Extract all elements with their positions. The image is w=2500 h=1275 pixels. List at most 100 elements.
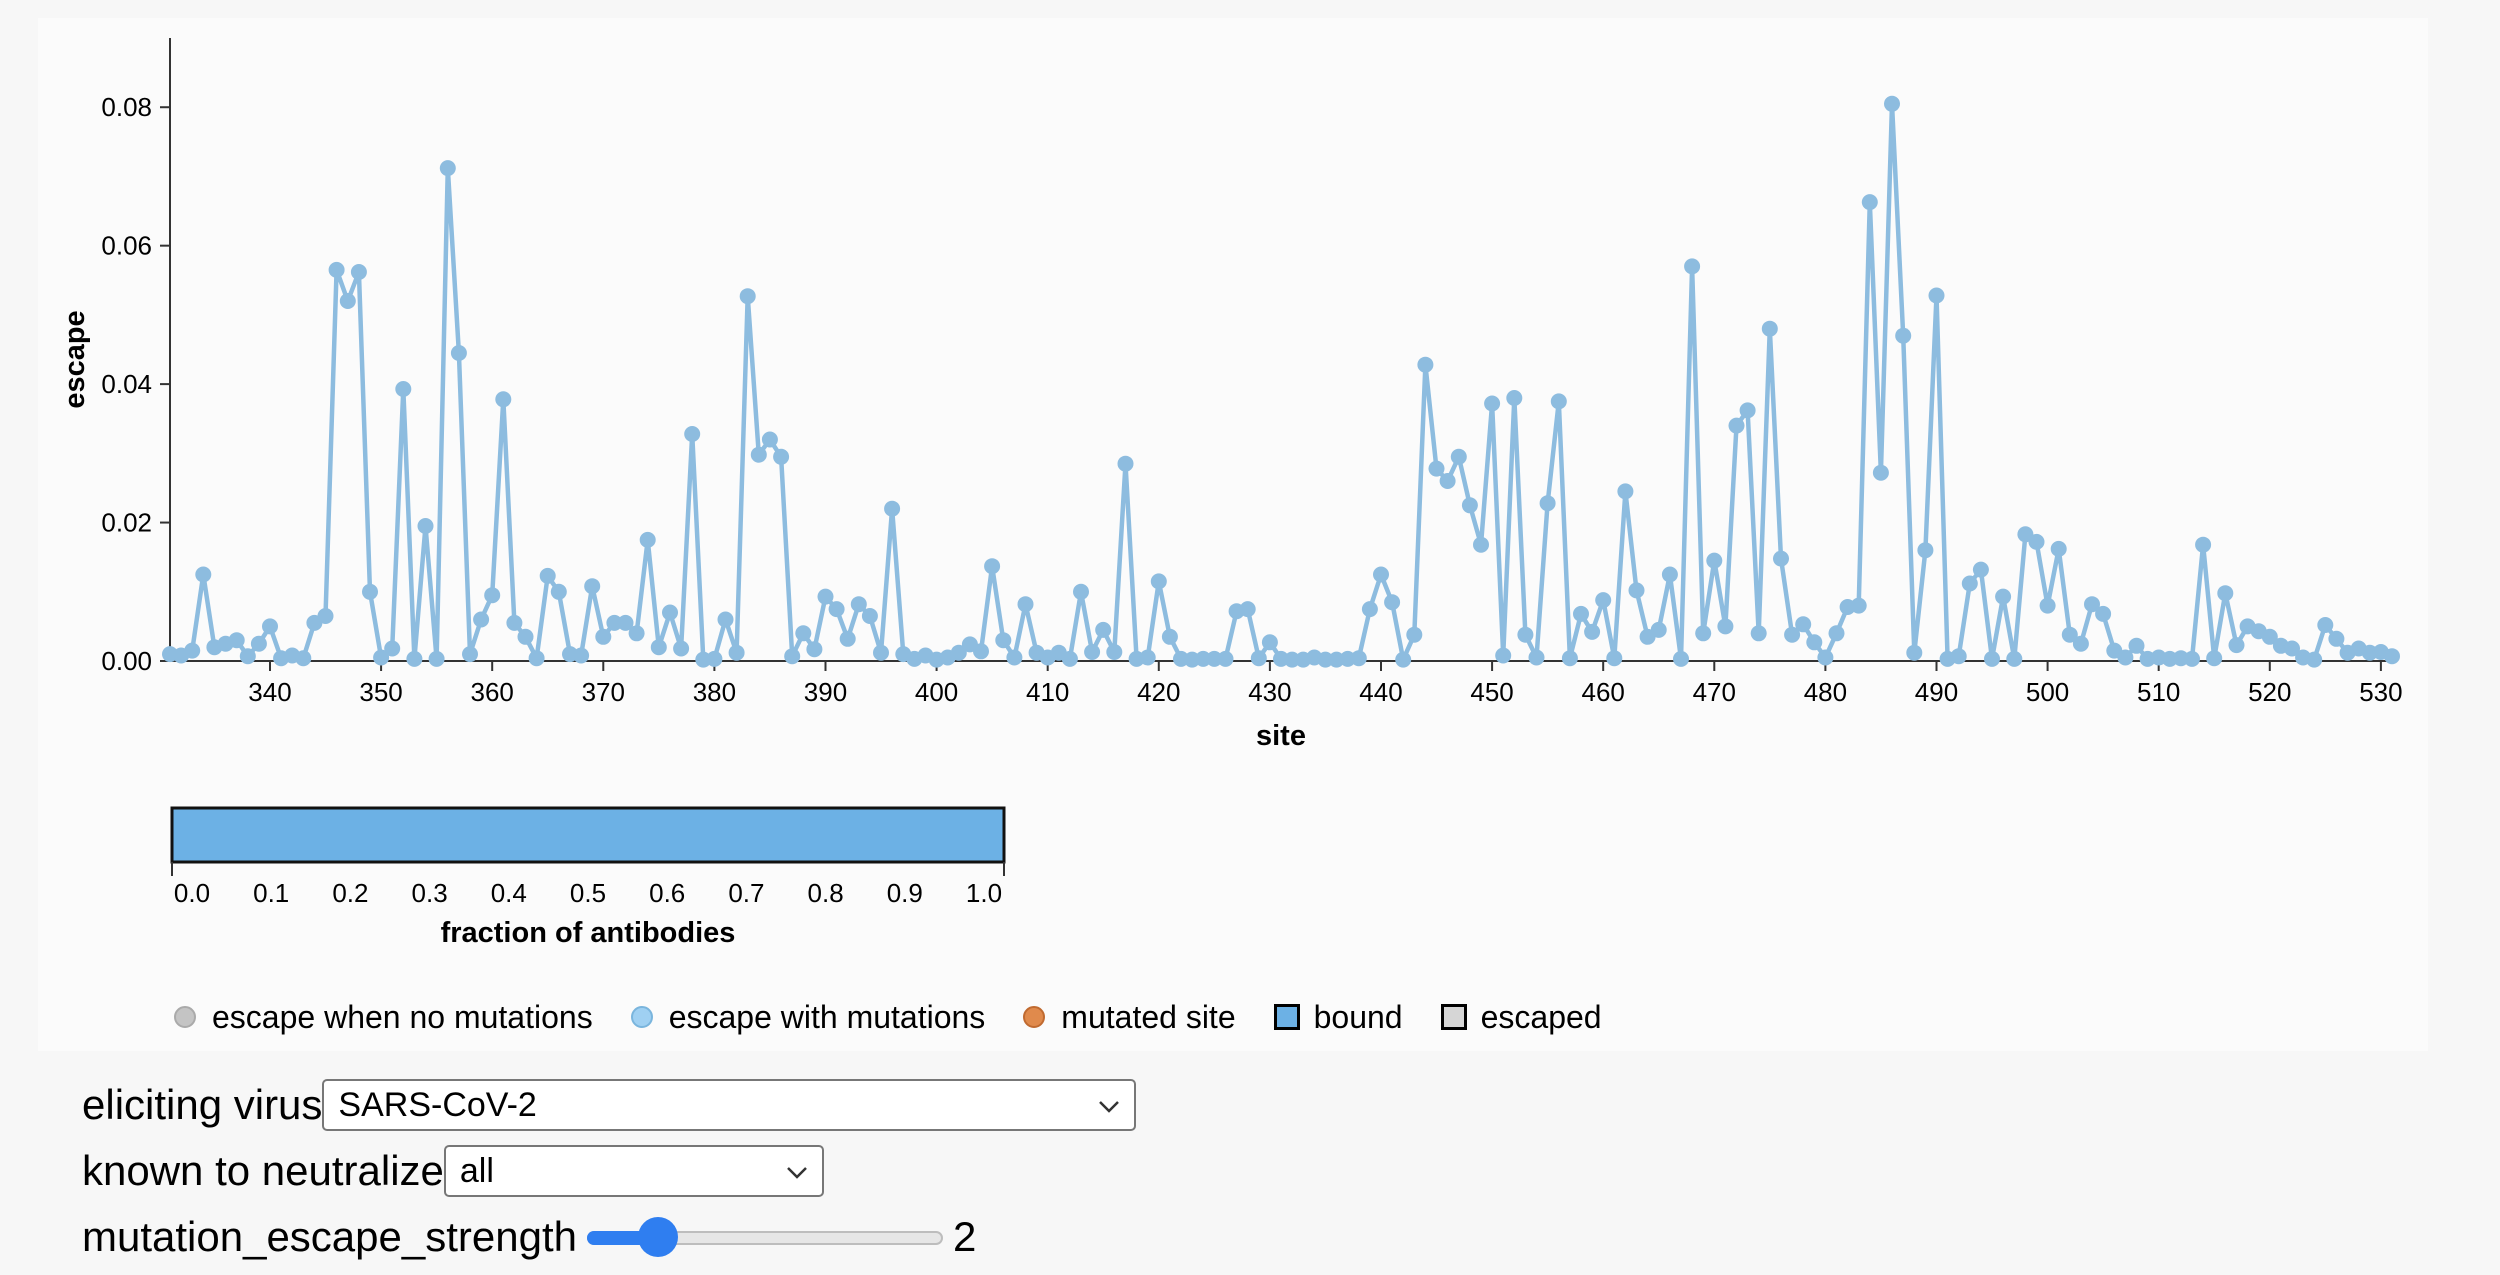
y-tick-label: 0.02 <box>101 508 152 538</box>
data-point <box>1473 536 1489 553</box>
mutation-escape-strength-label: mutation_escape_strength <box>82 1213 577 1260</box>
x-tick-label: 450 <box>1470 677 1513 707</box>
data-point <box>2039 597 2056 614</box>
data-point <box>250 635 267 652</box>
data-point <box>2006 650 2023 667</box>
data-point <box>1872 464 1889 481</box>
data-point <box>2261 628 2278 645</box>
data-point <box>317 608 334 624</box>
data-point <box>2095 605 2112 622</box>
data-point <box>450 345 467 361</box>
data-point <box>2306 651 2323 668</box>
mutation-escape-strength-value: 2 <box>953 1213 977 1260</box>
x-tick-label: 530 <box>2359 677 2402 707</box>
data-point <box>2084 596 2100 613</box>
y-tick-label: 0.00 <box>101 646 152 676</box>
data-point <box>1550 393 1567 410</box>
legend-marker-no-mutations <box>174 1006 196 1028</box>
known-to-neutralize-select[interactable]: all <box>443 1145 824 1197</box>
data-point <box>228 632 245 649</box>
x-tick-label: 470 <box>1693 677 1736 707</box>
data-point <box>2028 533 2045 550</box>
chart-panel: 0.00 0.02 0.04 0.06 0.08 340 350 360 370 380 390 40… <box>38 18 2428 1051</box>
data-point <box>1761 320 1778 337</box>
data-point <box>1517 626 1534 643</box>
data-point <box>262 618 278 635</box>
data-point <box>2317 617 2334 633</box>
legend-item-no-mutations: escape when no mutations <box>174 999 593 1036</box>
data-point <box>1750 625 1767 642</box>
data-point <box>195 566 212 583</box>
data-point <box>328 261 345 278</box>
data-point <box>2328 630 2345 647</box>
data-point <box>1695 625 1712 642</box>
colorbar-tick-label: 0.7 <box>728 878 764 908</box>
x-tick-label: 350 <box>359 677 402 707</box>
data-point <box>2050 540 2067 557</box>
data-point <box>1117 455 1134 472</box>
x-tick-label: 510 <box>2137 677 2180 707</box>
y-tick-label: 0.08 <box>101 92 152 122</box>
data-point <box>1395 651 1412 668</box>
data-point <box>1684 258 1701 275</box>
data-point <box>1895 327 1912 344</box>
legend-marker-mutated-site <box>1023 1006 1046 1028</box>
colorbar-tick-label: 0.4 <box>491 878 527 908</box>
data-point <box>761 431 778 448</box>
data-point <box>1950 648 1967 665</box>
data-point <box>1906 644 1923 661</box>
data-point <box>1217 650 1234 667</box>
data-point <box>1195 650 1212 667</box>
data-point <box>1239 601 1256 618</box>
colorbar-tick-label: 0.5 <box>570 878 606 908</box>
chevron-down-icon <box>787 1167 807 1179</box>
data-point <box>1250 650 1267 667</box>
data-point <box>717 611 734 628</box>
data-point <box>617 614 634 631</box>
data-point <box>1795 616 1812 633</box>
data-point <box>795 625 812 642</box>
data-point <box>1384 594 1401 611</box>
data-point <box>550 583 567 600</box>
data-point <box>1661 566 1678 583</box>
data-point <box>1061 650 1078 667</box>
data-point <box>1539 495 1556 512</box>
legend-item-escaped: escaped <box>1440 999 1602 1036</box>
data-point <box>2384 648 2400 665</box>
colorbar-tick-label: 0.1 <box>253 878 289 908</box>
escape-chart: 0.00 0.02 0.04 0.06 0.08 340 350 360 370 380 390 40… <box>59 38 2403 949</box>
x-tick-label: 520 <box>2248 677 2291 707</box>
data-point <box>1850 597 1867 614</box>
data-point <box>373 649 390 666</box>
data-point <box>406 650 423 667</box>
slider-thumb[interactable] <box>638 1217 679 1257</box>
data-point <box>339 293 356 309</box>
data-point <box>1584 623 1601 640</box>
data-point <box>1317 651 1334 668</box>
data-point <box>817 588 834 605</box>
data-point <box>2195 536 2212 553</box>
data-point <box>1284 651 1301 668</box>
data-point <box>517 628 534 645</box>
legend-item-mutated-site: mutated site <box>1023 999 1236 1036</box>
data-point <box>539 567 556 584</box>
data-point <box>1461 497 1478 514</box>
data-point <box>595 628 612 645</box>
data-point <box>1361 601 1378 618</box>
data-point <box>1095 621 1112 638</box>
known-to-neutralize-value: all <box>459 1152 494 1190</box>
data-point <box>1428 460 1445 477</box>
legend: escape when no mutations escape with mut… <box>174 997 1640 1037</box>
data-point <box>2061 626 2078 643</box>
data-point <box>1073 583 1089 600</box>
legend-marker-bound <box>1273 1004 1300 1030</box>
mutation-escape-strength-slider[interactable] <box>587 1217 943 1257</box>
x-tick-label: 410 <box>1026 677 1069 707</box>
data-point <box>1717 618 1734 635</box>
eliciting-virus-select[interactable]: SARS-CoV-2 <box>322 1079 1137 1131</box>
legend-marker-with-mutations <box>630 1006 653 1028</box>
data-point <box>706 650 723 667</box>
data-point <box>2206 650 2223 667</box>
data-point <box>1728 417 1745 434</box>
data-point <box>1984 650 2000 667</box>
